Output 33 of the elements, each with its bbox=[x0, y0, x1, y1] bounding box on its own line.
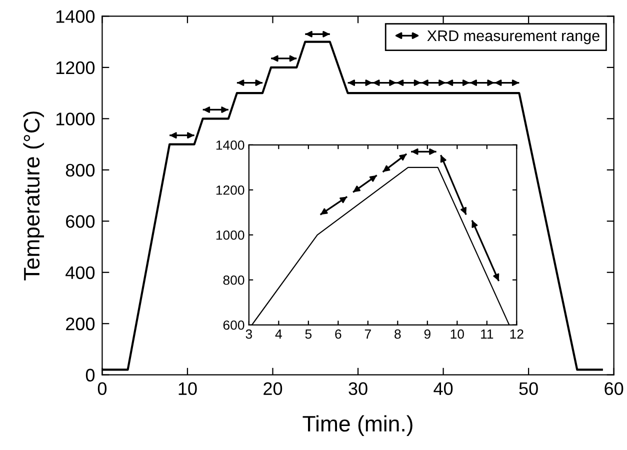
y-tick-label: 1400 bbox=[56, 10, 95, 23]
x-tick-label: 3 bbox=[246, 329, 252, 339]
x-axis-title: Time (min.) bbox=[302, 415, 412, 436]
x-tick-label: 60 bbox=[604, 382, 624, 396]
x-tick-label: 40 bbox=[434, 382, 453, 396]
y-tick-label: 600 bbox=[223, 320, 244, 330]
x-tick-label: 4 bbox=[275, 330, 282, 339]
x-tick-label: 12 bbox=[510, 329, 524, 339]
x-tick-label: 11 bbox=[481, 330, 494, 339]
y-tick-label: 800 bbox=[66, 164, 95, 177]
x-tick-label: 8 bbox=[394, 329, 401, 339]
x-tick-label: 30 bbox=[348, 382, 368, 396]
x-tick-label: 10 bbox=[178, 382, 197, 396]
y-axis-title: Temperature (°C) bbox=[23, 112, 44, 280]
y-tick-label: 1200 bbox=[56, 61, 95, 74]
y-tick-label: 800 bbox=[223, 275, 244, 285]
y-tick-label: 400 bbox=[66, 266, 95, 280]
x-tick-label: 6 bbox=[335, 329, 342, 339]
x-tick-label: 20 bbox=[264, 382, 282, 396]
y-tick-label: 1000 bbox=[216, 230, 244, 240]
x-tick-label: 5 bbox=[305, 330, 312, 339]
y-tick-label: 1400 bbox=[216, 140, 244, 150]
y-tick-label: 600 bbox=[66, 215, 95, 228]
y-tick-label: 1200 bbox=[216, 185, 244, 195]
legend-label: XRD measurement range bbox=[427, 30, 600, 44]
y-tick-label: 200 bbox=[66, 318, 95, 330]
x-tick-label: 0 bbox=[98, 382, 107, 396]
x-tick-label: 10 bbox=[450, 329, 464, 339]
x-tick-label: 9 bbox=[424, 329, 430, 339]
y-tick-label: 0 bbox=[86, 368, 95, 382]
x-tick-label: 7 bbox=[364, 330, 371, 339]
x-tick-label: 50 bbox=[519, 382, 538, 396]
y-tick-label: 1000 bbox=[56, 112, 95, 126]
